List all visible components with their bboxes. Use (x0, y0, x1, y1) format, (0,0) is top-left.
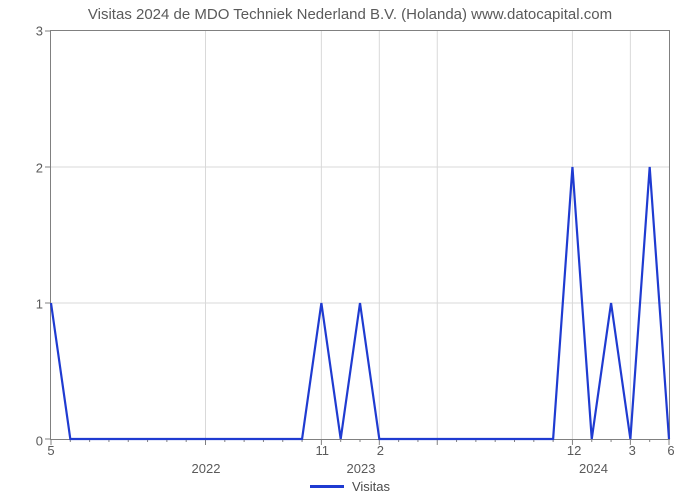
legend-swatch (310, 485, 344, 488)
x-year-label: 2022 (192, 439, 221, 476)
y-tick-label: 1 (36, 297, 51, 312)
x-tick-label: 2 (377, 439, 384, 458)
plot-area: 012351121236202220232024 (50, 30, 670, 440)
x-tick-label: 6 (667, 439, 674, 458)
plot-svg (51, 31, 669, 439)
x-year-label: 2024 (579, 439, 608, 476)
x-tick-label: 11 (316, 439, 330, 458)
chart-title: Visitas 2024 de MDO Techniek Nederland B… (0, 6, 700, 23)
x-year-label: 2023 (347, 439, 376, 476)
legend-item: Visitas (310, 479, 390, 494)
chart-container: Visitas 2024 de MDO Techniek Nederland B… (0, 0, 700, 500)
x-tick-label: 3 (629, 439, 636, 458)
y-tick-label: 3 (36, 24, 51, 39)
legend: Visitas (0, 475, 700, 494)
legend-label: Visitas (352, 479, 390, 494)
y-tick-label: 2 (36, 160, 51, 175)
x-tick-label: 5 (47, 439, 54, 458)
